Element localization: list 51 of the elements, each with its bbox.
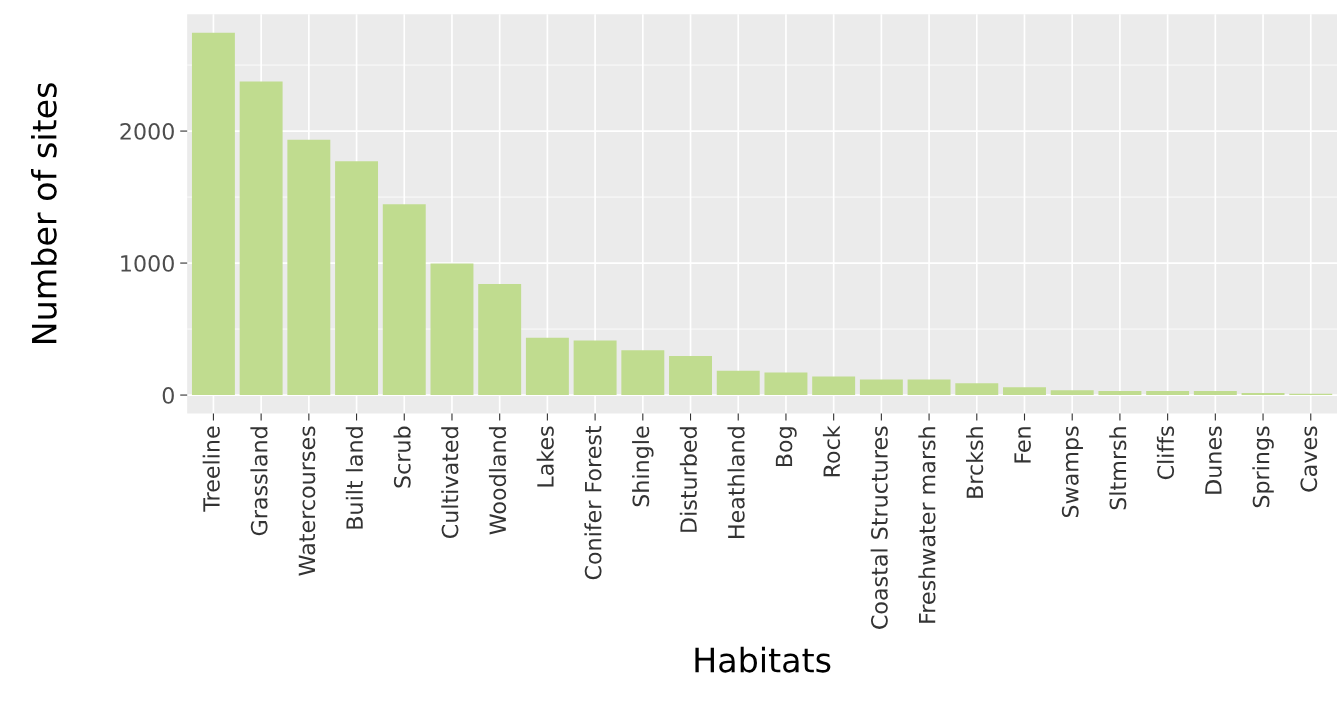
bar <box>1193 391 1237 396</box>
bar <box>955 383 999 396</box>
x-tick-label: Sltmrsh <box>1109 427 1127 510</box>
x-tick-label: Conifer Forest <box>584 425 602 580</box>
x-tick-label: Cultivated <box>441 427 459 539</box>
x-tick-label: Bog <box>775 427 797 467</box>
bar <box>335 161 379 396</box>
x-tick-label: Swamps <box>1061 426 1083 518</box>
bar <box>1098 391 1142 396</box>
x-tick-label: Lakes <box>536 426 554 487</box>
y-tick-label: 1000 <box>121 255 174 272</box>
x-tick-label: Grassland <box>250 427 268 536</box>
x-tick-label: Heathland <box>727 427 745 538</box>
bar <box>669 356 712 396</box>
x-axis-title: Habitats <box>695 646 831 673</box>
bar <box>525 337 569 396</box>
x-tick-label: Springs <box>1252 426 1274 508</box>
x-tick-label: Woodland <box>488 427 507 535</box>
x-tick-label: Fen <box>1014 427 1031 463</box>
x-tick-label: Coastal Structures <box>870 426 888 629</box>
bar <box>1050 390 1094 396</box>
bar <box>764 372 808 396</box>
y-axis-title: Number of sites <box>31 83 57 344</box>
bar <box>859 379 903 396</box>
y-tick-label: 0 <box>162 387 174 404</box>
bar <box>716 370 760 396</box>
bar <box>1003 387 1046 396</box>
y-tick-label: 2000 <box>120 123 174 140</box>
x-tick-label: Shingle <box>632 426 654 507</box>
x-tick-label: Built land <box>345 427 363 529</box>
bar <box>382 204 426 396</box>
x-tick-label: Rock <box>822 425 841 477</box>
x-tick-label: Scrub <box>393 426 411 488</box>
bar <box>287 139 331 396</box>
bar <box>478 284 522 396</box>
bar <box>812 376 856 396</box>
x-tick-label: Dunes <box>1205 426 1222 494</box>
bar <box>621 350 665 396</box>
x-tick-label: Treeline <box>202 426 220 512</box>
x-tick-label: Caves <box>1300 426 1318 492</box>
x-tick-label: Disturbed <box>679 427 697 532</box>
bar <box>1146 391 1190 396</box>
bar <box>191 32 235 396</box>
x-tick-label: Freshwater marsh <box>918 427 936 623</box>
bar <box>907 379 951 396</box>
x-tick-label: Watercourses <box>298 426 316 576</box>
x-tick-label: Cliffs <box>1156 426 1175 480</box>
x-tick-label: Brcksh <box>966 427 984 498</box>
bar <box>430 263 474 396</box>
bar <box>239 81 283 396</box>
bar <box>573 340 617 396</box>
